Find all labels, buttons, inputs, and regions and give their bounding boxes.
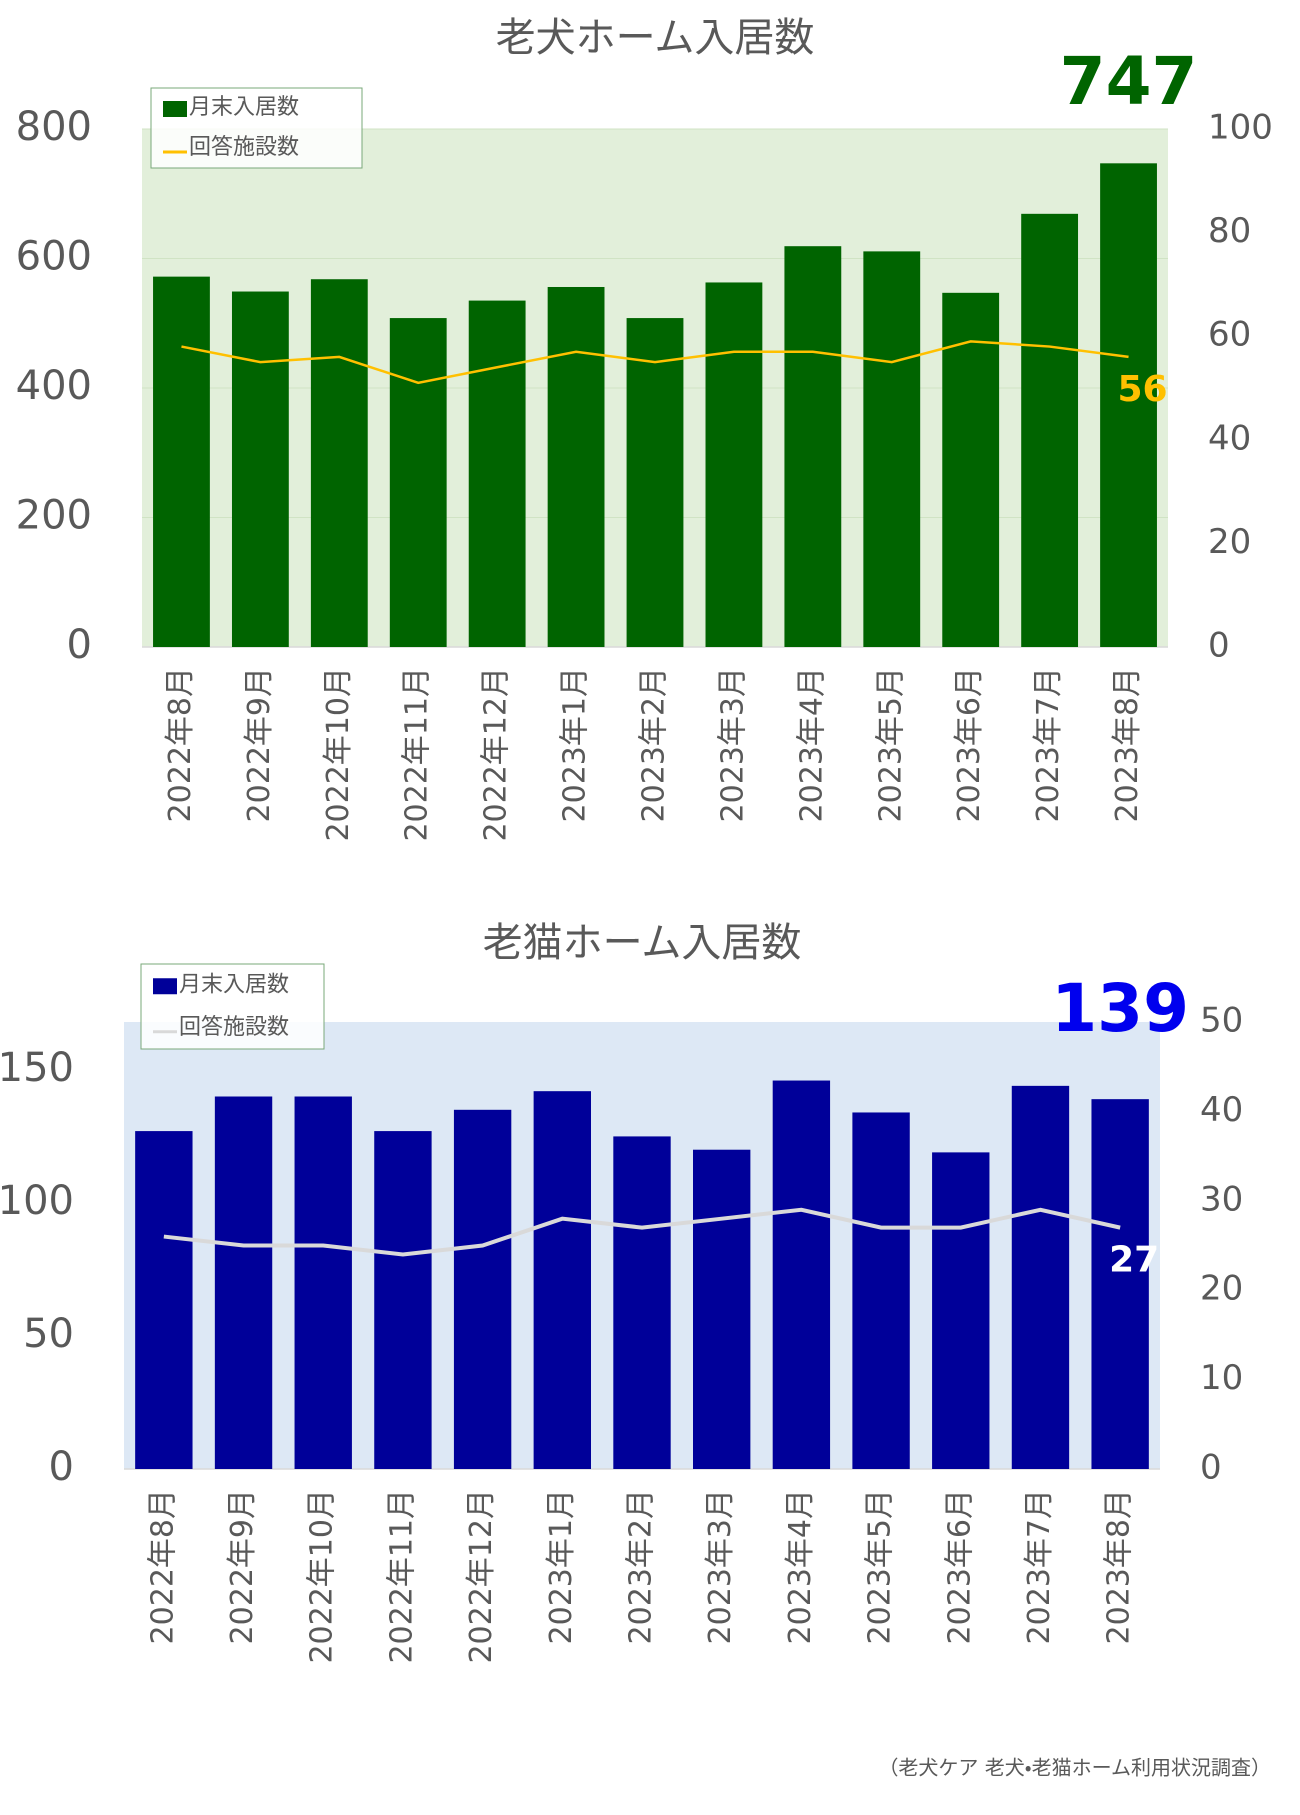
bar (1021, 213, 1079, 647)
bar (153, 276, 210, 647)
bar (1091, 1099, 1149, 1469)
y-tick-label: 100 (0, 1178, 74, 1224)
bar (468, 300, 526, 647)
y2-tick-label: 10 (1200, 1358, 1243, 1398)
chart-title: 老猫ホーム入居数 (483, 920, 802, 966)
legend-label: 回答施設数 (189, 135, 299, 160)
x-tick-label: 2023年6月 (952, 667, 987, 822)
y-tick-label: 800 (16, 104, 92, 150)
x-tick-label: 2023年4月 (794, 667, 829, 822)
x-tick-label: 2022年12月 (464, 1489, 499, 1664)
bar (772, 1080, 831, 1469)
bar (533, 1091, 591, 1469)
bar (374, 1131, 432, 1469)
x-tick-label: 2023年2月 (637, 667, 672, 822)
x-tick-label: 2022年11月 (384, 1489, 419, 1664)
x-tick-label: 2023年5月 (873, 667, 908, 822)
legend-box (140, 963, 325, 1050)
line (181, 340, 1129, 385)
x-tick-label: 2022年11月 (400, 667, 435, 842)
y-tick-label: 50 (23, 1311, 74, 1357)
bar (453, 1109, 512, 1469)
legend-label: 月末入居数 (179, 972, 289, 997)
bar (626, 318, 684, 647)
bar (135, 1131, 193, 1469)
y-tick-label: 200 (16, 493, 92, 539)
x-tick-label: 2023年7月 (1022, 1489, 1057, 1644)
value-label: 139 (1051, 970, 1189, 1047)
x-tick-label: 2023年2月 (624, 1489, 659, 1644)
bar (1100, 163, 1157, 647)
y2-tick-label: 100 (1208, 108, 1273, 148)
bar (547, 286, 605, 647)
y-tick-label: 400 (16, 363, 92, 409)
bar (231, 291, 289, 647)
x-tick-label: 2022年10月 (321, 667, 356, 842)
bar (214, 1096, 273, 1469)
y2-tick-label: 20 (1200, 1269, 1243, 1309)
bar (294, 1096, 352, 1469)
x-tick-label: 2022年10月 (305, 1489, 340, 1664)
bar (1011, 1085, 1070, 1469)
y2-tick-label: 20 (1208, 522, 1251, 562)
x-tick-label: 2023年4月 (783, 1489, 818, 1644)
bar (784, 246, 842, 647)
x-tick-label: 2023年3月 (703, 1489, 738, 1644)
bar (852, 1112, 910, 1469)
x-tick-label: 2023年8月 (1110, 667, 1145, 822)
bar (942, 292, 1000, 647)
y2-tick-label: 80 (1208, 211, 1251, 251)
x-tick-label: 2023年5月 (863, 1489, 898, 1644)
bar (705, 282, 763, 647)
x-tick-label: 2023年1月 (558, 667, 593, 822)
y-tick-label: 600 (16, 234, 92, 280)
x-tick-label: 2023年1月 (544, 1489, 579, 1644)
bar (693, 1149, 751, 1469)
bar (863, 251, 921, 647)
line (163, 1207, 1121, 1257)
y-tick-label: 0 (49, 1444, 74, 1490)
value-label: 56 (1117, 369, 1167, 410)
value-label: 747 (1060, 43, 1198, 120)
x-tick-label: 2023年6月 (942, 1489, 977, 1644)
chart-title: 老犬ホーム入居数 (496, 15, 815, 61)
x-tick-label: 2022年8月 (163, 667, 198, 822)
legend-swatch (163, 101, 187, 117)
bar (613, 1136, 671, 1469)
y2-tick-label: 30 (1200, 1179, 1243, 1219)
source-note: （老犬ケア 老犬・老猫ホーム利用状況調査） (878, 1756, 1271, 1780)
bar (310, 279, 368, 647)
x-tick-label: 2022年9月 (242, 667, 277, 822)
x-tick-label: 2023年3月 (715, 667, 750, 822)
legend-label: 回答施設数 (179, 1015, 289, 1040)
y-tick-label: 0 (67, 622, 92, 668)
y2-tick-label: 0 (1208, 626, 1230, 666)
legend-label: 月末入居数 (189, 95, 299, 120)
x-tick-label: 2023年8月 (1102, 1489, 1137, 1644)
y2-tick-label: 40 (1208, 418, 1251, 458)
x-tick-label: 2022年8月 (145, 1489, 180, 1644)
x-tick-label: 2022年12月 (479, 667, 514, 842)
y2-tick-label: 0 (1200, 1448, 1222, 1488)
legend-swatch (153, 978, 177, 995)
value-label: 27 (1109, 1240, 1159, 1281)
x-tick-label: 2022年9月 (225, 1489, 260, 1644)
bar (389, 318, 447, 647)
bar (932, 1152, 990, 1469)
y2-tick-label: 40 (1200, 1090, 1243, 1130)
y-tick-label: 150 (0, 1045, 74, 1091)
y2-tick-label: 60 (1208, 315, 1251, 355)
x-tick-label: 2023年7月 (1031, 667, 1066, 822)
y2-tick-label: 50 (1200, 1001, 1243, 1041)
